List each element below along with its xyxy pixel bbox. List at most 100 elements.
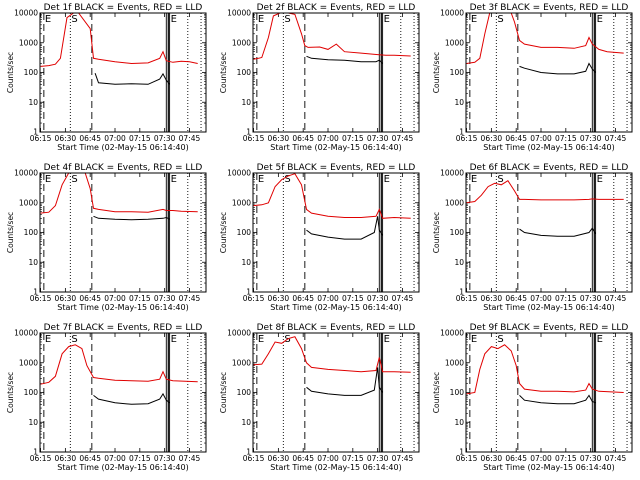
axes-frame — [252, 332, 420, 453]
x-tick-label: 07:45 — [605, 454, 627, 463]
x-tick-label: 06:30 — [55, 454, 77, 463]
y-tick-label: 1000 — [445, 198, 464, 207]
y-tick-label: 1000 — [232, 38, 251, 47]
y-tick-label: 1000 — [445, 358, 464, 367]
series-events-black — [93, 215, 170, 221]
y-tick-label: 10000 — [227, 169, 251, 178]
x-tick-label: 07:45 — [605, 294, 627, 303]
x-tick-label: 06:15 — [456, 294, 478, 303]
y-axis-label: Counts/sec — [432, 52, 441, 93]
x-tick-label: 06:45 — [79, 294, 101, 303]
axes-frame — [252, 172, 420, 293]
y-axis-label: Counts/sec — [6, 372, 15, 413]
y-tick-label: 10000 — [227, 329, 251, 338]
axes-frame — [252, 12, 420, 133]
x-tick-label: 07:00 — [104, 454, 126, 463]
x-tick-label: 07:00 — [317, 294, 339, 303]
axes-frame — [39, 12, 207, 133]
y-tick-label: 1000 — [232, 198, 251, 207]
y-tick-label: 1 — [459, 448, 464, 457]
y-tick-label: 10 — [28, 258, 38, 267]
y-tick-label: 10 — [28, 98, 38, 107]
x-tick-label: 06:30 — [481, 454, 503, 463]
event-marker-label: E — [597, 334, 603, 345]
x-tick-label: 07:15 — [342, 294, 364, 303]
y-tick-label: 1 — [33, 448, 38, 457]
x-tick-label: 06:45 — [505, 134, 527, 143]
y-tick-label: 10 — [454, 98, 464, 107]
x-tick-label: 06:15 — [30, 454, 52, 463]
y-tick-label: 1 — [33, 128, 38, 137]
y-tick-label: 1 — [246, 448, 251, 457]
x-tick-label: 06:30 — [268, 454, 290, 463]
y-tick-label: 10000 — [440, 9, 464, 18]
x-tick-label: 07:15 — [555, 294, 577, 303]
x-tick-label: 06:30 — [481, 134, 503, 143]
axes-frame — [39, 332, 207, 453]
series-lld-red — [40, 344, 198, 385]
panel-title: Det 3f BLACK = Events, RED = LLD — [470, 3, 629, 13]
event-marker-label: E — [171, 334, 177, 345]
event-marker-label: E — [171, 174, 177, 185]
x-tick-label: 07:00 — [530, 134, 552, 143]
x-tick-label: 06:45 — [292, 294, 314, 303]
x-tick-label: 06:30 — [55, 294, 77, 303]
y-tick-label: 1 — [459, 288, 464, 297]
x-tick-label: 07:00 — [104, 134, 126, 143]
event-marker-label: E — [258, 174, 264, 185]
x-tick-label: 07:45 — [605, 134, 627, 143]
series-lld-red — [466, 13, 624, 64]
x-tick-label: 06:30 — [268, 294, 290, 303]
series-lld-red — [466, 344, 624, 395]
panel-det-4: Det 4f BLACK = Events, RED = LLD 1 10 100 10… — [6, 163, 207, 312]
event-marker-label: E — [597, 14, 603, 25]
y-tick-label: 100 — [450, 228, 465, 237]
x-tick-label: 07:45 — [392, 294, 414, 303]
series-events-black — [306, 367, 384, 396]
x-axis-label: Start Time (02-May-15 06:14:40) — [483, 303, 614, 312]
event-marker-label: E — [597, 174, 603, 185]
y-tick-label: 100 — [24, 228, 39, 237]
y-axis-label: Counts/sec — [219, 372, 228, 413]
event-marker-label: S — [497, 174, 503, 185]
x-tick-label: 07:00 — [530, 294, 552, 303]
panel-det-8: Det 8f BLACK = Events, RED = LLD 1 10 100 10… — [219, 323, 420, 472]
x-tick-label: 07:45 — [392, 134, 414, 143]
x-axis-label: Start Time (02-May-15 06:14:40) — [483, 143, 614, 152]
y-tick-label: 100 — [237, 228, 252, 237]
panel-title: Det 2f BLACK = Events, RED = LLD — [257, 3, 416, 13]
y-tick-label: 10000 — [227, 9, 251, 18]
y-axis-label: Counts/sec — [6, 52, 15, 93]
x-axis-label: Start Time (02-May-15 06:14:40) — [483, 463, 614, 472]
y-tick-label: 10000 — [14, 329, 38, 338]
y-tick-label: 1000 — [19, 358, 38, 367]
x-tick-label: 07:15 — [129, 454, 151, 463]
series-events-black — [519, 62, 596, 75]
y-axis-label: Counts/sec — [432, 372, 441, 413]
x-tick-label: 07:30 — [154, 134, 176, 143]
event-marker-label: E — [45, 14, 51, 25]
panel-title: Det 5f BLACK = Events, RED = LLD — [257, 163, 416, 173]
y-axis-label: Counts/sec — [6, 212, 15, 253]
x-tick-label: 07:30 — [154, 294, 176, 303]
panel-title: Det 7f BLACK = Events, RED = LLD — [44, 323, 203, 333]
x-tick-label: 07:15 — [129, 294, 151, 303]
y-tick-label: 10 — [28, 418, 38, 427]
x-axis-label: Start Time (02-May-15 06:14:40) — [270, 463, 401, 472]
x-tick-label: 07:30 — [580, 134, 602, 143]
panel-det-2: Det 2f BLACK = Events, RED = LLD 1 10 100 10… — [219, 3, 420, 152]
x-tick-label: 07:00 — [317, 454, 339, 463]
y-tick-label: 10000 — [14, 169, 38, 178]
event-marker-label: E — [471, 14, 477, 25]
x-tick-label: 06:45 — [292, 134, 314, 143]
event-marker-label: E — [471, 174, 477, 185]
x-tick-label: 06:15 — [243, 134, 265, 143]
y-axis-label: Counts/sec — [219, 52, 228, 93]
axes-frame — [465, 12, 633, 133]
y-tick-label: 1000 — [19, 198, 38, 207]
series-lld-red — [466, 180, 624, 204]
event-marker-label: S — [497, 334, 503, 345]
y-tick-label: 10 — [454, 258, 464, 267]
event-marker-label: E — [45, 174, 51, 185]
